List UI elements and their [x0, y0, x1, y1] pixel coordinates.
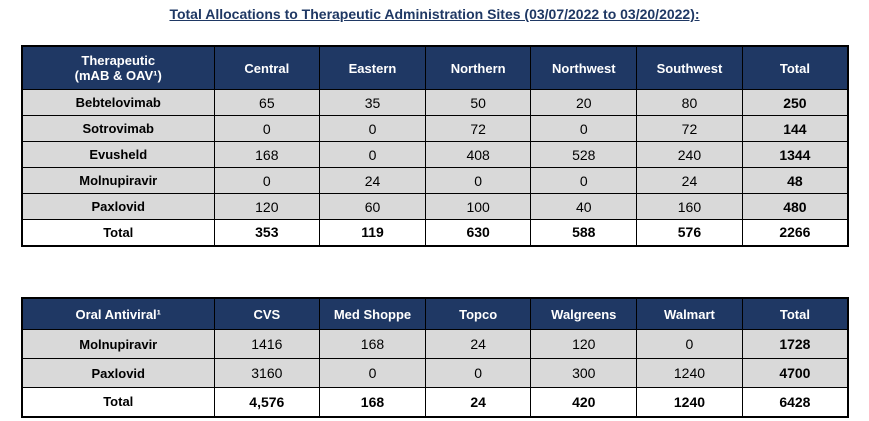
data-cell: 1240	[636, 358, 743, 388]
row-total-cell: 480	[741, 193, 849, 220]
column-header-northwest: Northwest	[530, 45, 638, 90]
header-line1: Therapeutic	[81, 53, 156, 68]
data-cell: 300	[530, 358, 638, 388]
data-cell: 24	[424, 329, 532, 359]
row-total-cell: 1344	[741, 141, 849, 168]
column-header-northern: Northern	[424, 45, 532, 90]
data-cell: 100	[424, 193, 532, 220]
total-cell: 576	[636, 219, 743, 246]
data-cell: 0	[213, 167, 321, 194]
column-header-total: Total	[741, 45, 849, 90]
row-label: Bebtelovimab	[21, 89, 215, 116]
data-cell: 65	[213, 89, 321, 116]
data-cell: 72	[636, 115, 743, 142]
total-cell: 1240	[636, 387, 743, 417]
data-cell: 35	[319, 89, 426, 116]
data-cell: 168	[319, 329, 426, 359]
total-cell: 420	[530, 387, 638, 417]
total-cell: 168	[319, 387, 426, 417]
data-cell: 24	[319, 167, 426, 194]
data-cell: 168	[213, 141, 321, 168]
column-header-eastern: Eastern	[319, 45, 426, 90]
data-cell: 0	[319, 141, 426, 168]
grand-total-cell: 2266	[741, 219, 849, 246]
column-header-walmart: Walmart	[636, 297, 743, 330]
oral-antiviral-allocations-table: Oral Antiviral¹ CVS Med Shoppe Topco Wal…	[21, 297, 849, 418]
data-cell: 60	[319, 193, 426, 220]
therapeutic-column-header: Therapeutic (mAB & OAV¹)	[21, 45, 215, 90]
total-cell: 630	[424, 219, 532, 246]
table-total-row: Total 4,576 168 24 420 1240 6428	[21, 387, 849, 417]
column-header-cvs: CVS	[213, 297, 321, 330]
table-header-row: Therapeutic (mAB & OAV¹) Central Eastern…	[21, 45, 849, 90]
data-cell: 240	[636, 141, 743, 168]
data-cell: 1416	[213, 329, 321, 359]
total-cell: 24	[424, 387, 532, 417]
data-cell: 120	[213, 193, 321, 220]
total-cell: 588	[530, 219, 638, 246]
data-cell: 0	[319, 115, 426, 142]
data-cell: 80	[636, 89, 743, 116]
total-row-label: Total	[21, 387, 215, 417]
therapeutic-allocations-table: Therapeutic (mAB & OAV¹) Central Eastern…	[21, 45, 849, 247]
total-cell: 4,576	[213, 387, 321, 417]
data-cell: 0	[530, 167, 638, 194]
column-header-topco: Topco	[424, 297, 532, 330]
row-total-cell: 4700	[741, 358, 849, 388]
data-cell: 160	[636, 193, 743, 220]
row-total-cell: 48	[741, 167, 849, 194]
data-cell: 0	[636, 329, 743, 359]
data-cell: 0	[213, 115, 321, 142]
row-label: Evusheld	[21, 141, 215, 168]
data-cell: 0	[424, 358, 532, 388]
page-title: Total Allocations to Therapeutic Adminis…	[169, 6, 700, 22]
table-row-paxlovid: Paxlovid 3160 0 0 300 1240 4700	[21, 358, 849, 388]
data-cell: 50	[424, 89, 532, 116]
data-cell: 528	[530, 141, 638, 168]
row-total-cell: 144	[741, 115, 849, 142]
row-label: Paxlovid	[21, 358, 215, 388]
row-label: Sotrovimab	[21, 115, 215, 142]
row-label: Molnupiravir	[21, 329, 215, 359]
row-label: Paxlovid	[21, 193, 215, 220]
data-cell: 3160	[213, 358, 321, 388]
column-header-total: Total	[741, 297, 849, 330]
total-cell: 353	[213, 219, 321, 246]
table-row-paxlovid: Paxlovid 120 60 100 40 160 480	[21, 193, 849, 220]
grand-total-cell: 6428	[741, 387, 849, 417]
data-cell: 0	[424, 167, 532, 194]
data-cell: 72	[424, 115, 532, 142]
column-header-central: Central	[213, 45, 321, 90]
header-line2: (mAB & OAV¹)	[74, 68, 162, 83]
column-header-walgreens: Walgreens	[530, 297, 638, 330]
data-cell: 408	[424, 141, 532, 168]
table-row-molnupiravir: Molnupiravir 0 24 0 0 24 48	[21, 167, 849, 194]
table-total-row: Total 353 119 630 588 576 2266	[21, 219, 849, 246]
row-label: Molnupiravir	[21, 167, 215, 194]
table-row-evusheld: Evusheld 168 0 408 528 240 1344	[21, 141, 849, 168]
total-row-label: Total	[21, 219, 215, 246]
data-cell: 24	[636, 167, 743, 194]
column-header-southwest: Southwest	[636, 45, 743, 90]
column-header-med-shoppe: Med Shoppe	[319, 297, 426, 330]
total-cell: 119	[319, 219, 426, 246]
table-header-row: Oral Antiviral¹ CVS Med Shoppe Topco Wal…	[21, 297, 849, 330]
oral-antiviral-column-header: Oral Antiviral¹	[21, 297, 215, 330]
table-row-molnupiravir: Molnupiravir 1416 168 24 120 0 1728	[21, 329, 849, 359]
data-cell: 20	[530, 89, 638, 116]
table-row-sotrovimab: Sotrovimab 0 0 72 0 72 144	[21, 115, 849, 142]
data-cell: 0	[319, 358, 426, 388]
data-cell: 0	[530, 115, 638, 142]
row-total-cell: 1728	[741, 329, 849, 359]
table-row-bebtelovimab: Bebtelovimab 65 35 50 20 80 250	[21, 89, 849, 116]
row-total-cell: 250	[741, 89, 849, 116]
data-cell: 120	[530, 329, 638, 359]
data-cell: 40	[530, 193, 638, 220]
